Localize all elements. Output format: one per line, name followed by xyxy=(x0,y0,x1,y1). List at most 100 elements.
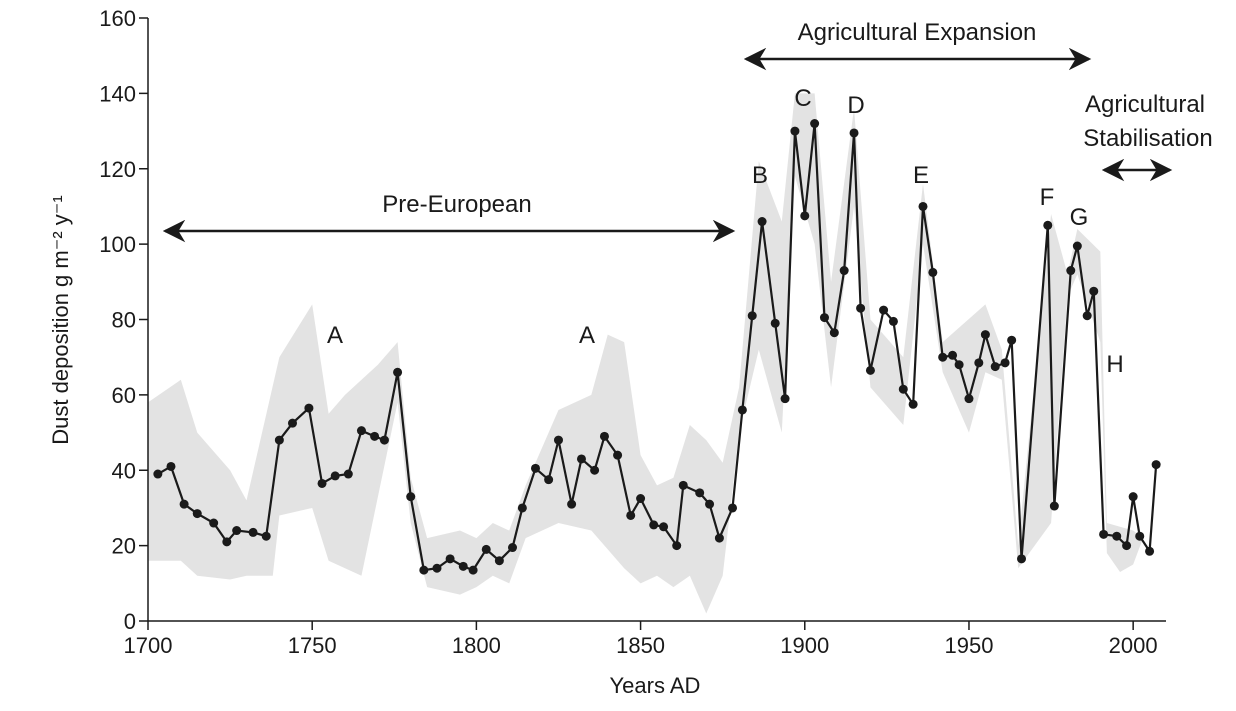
annotation: A xyxy=(579,322,595,349)
data-point xyxy=(508,543,518,553)
data-point xyxy=(714,533,724,543)
annotation: H xyxy=(1106,351,1123,378)
data-point xyxy=(458,561,468,571)
data-point xyxy=(948,350,958,360)
data-point xyxy=(1089,286,1099,296)
data-point xyxy=(737,405,747,415)
data-point xyxy=(1043,220,1053,230)
data-point xyxy=(153,469,163,479)
annotation: D xyxy=(847,92,864,119)
data-point xyxy=(445,554,455,564)
data-point xyxy=(356,426,366,436)
data-point xyxy=(317,478,327,488)
data-point xyxy=(1007,335,1017,345)
x-tick-label: 1850 xyxy=(616,633,665,658)
data-point xyxy=(695,488,705,498)
annotation: B xyxy=(752,162,768,189)
uncertainty-band xyxy=(148,93,1144,614)
data-point xyxy=(974,358,984,368)
x-tick-label: 1950 xyxy=(944,633,993,658)
data-point xyxy=(1128,492,1138,502)
annotation: E xyxy=(913,162,929,189)
data-point xyxy=(780,394,790,404)
data-point xyxy=(494,556,504,566)
data-point xyxy=(829,328,839,338)
y-tick-label: 40 xyxy=(112,458,136,483)
y-tick-label: 160 xyxy=(99,6,136,31)
data-point xyxy=(908,399,918,409)
data-point xyxy=(918,201,928,211)
data-point xyxy=(757,217,767,227)
data-point xyxy=(839,266,849,276)
data-point xyxy=(1112,531,1122,541)
data-point xyxy=(1122,541,1132,551)
data-point xyxy=(1145,546,1155,556)
data-point xyxy=(274,435,284,445)
data-point xyxy=(599,431,609,441)
data-point xyxy=(659,522,669,532)
y-tick-label: 120 xyxy=(99,157,136,182)
x-tick-label: 1900 xyxy=(780,633,829,658)
data-point xyxy=(672,541,682,551)
x-tick-label: 2000 xyxy=(1109,633,1158,658)
data-point xyxy=(626,510,636,520)
data-point xyxy=(705,499,715,509)
annotation: Pre-European xyxy=(382,191,531,218)
data-point xyxy=(544,475,554,485)
annotation: F xyxy=(1040,184,1055,211)
data-point xyxy=(553,435,563,445)
annotation: C xyxy=(794,85,811,112)
y-tick-label: 20 xyxy=(112,534,136,559)
data-point xyxy=(370,431,380,441)
data-point xyxy=(379,435,389,445)
data-point xyxy=(819,313,829,323)
y-tick-label: 80 xyxy=(112,308,136,333)
data-point xyxy=(898,384,908,394)
data-point xyxy=(1135,531,1145,541)
data-point xyxy=(849,128,859,138)
data-point xyxy=(209,518,219,528)
data-point xyxy=(248,527,258,537)
data-point xyxy=(222,537,232,547)
data-point xyxy=(517,503,527,513)
data-point xyxy=(567,499,577,509)
data-point xyxy=(810,119,820,129)
data-point xyxy=(954,360,964,370)
data-point xyxy=(678,480,688,490)
data-point xyxy=(1017,554,1027,564)
data-point xyxy=(1072,241,1082,251)
data-point xyxy=(179,499,189,509)
data-point xyxy=(192,509,202,519)
data-point xyxy=(343,469,353,479)
data-point xyxy=(1082,311,1092,321)
data-point xyxy=(1099,529,1109,539)
y-axis-label: Dust deposition g m⁻² y⁻¹ xyxy=(48,195,73,444)
data-point xyxy=(432,563,442,573)
y-tick-label: 140 xyxy=(99,81,136,106)
data-point xyxy=(613,450,623,460)
data-point xyxy=(530,463,540,473)
data-point xyxy=(330,471,340,481)
y-tick-label: 100 xyxy=(99,232,136,257)
data-point xyxy=(747,311,757,321)
data-point xyxy=(790,126,800,136)
annotation: A xyxy=(327,322,343,349)
data-point xyxy=(166,461,176,471)
data-point xyxy=(649,520,659,530)
data-point xyxy=(856,303,866,313)
data-point xyxy=(393,367,403,377)
annotation: G xyxy=(1070,204,1089,231)
x-tick-label: 1700 xyxy=(124,633,173,658)
data-point xyxy=(980,330,990,340)
data-point xyxy=(468,565,478,575)
data-point xyxy=(1049,501,1059,511)
annotation: Agricultural Expansion xyxy=(798,19,1037,46)
data-point xyxy=(636,494,646,504)
y-tick-label: 0 xyxy=(124,609,136,634)
y-tick-label: 60 xyxy=(112,383,136,408)
data-point xyxy=(728,503,738,513)
data-point xyxy=(865,365,875,375)
data-point xyxy=(287,418,297,428)
data-point xyxy=(590,465,600,475)
